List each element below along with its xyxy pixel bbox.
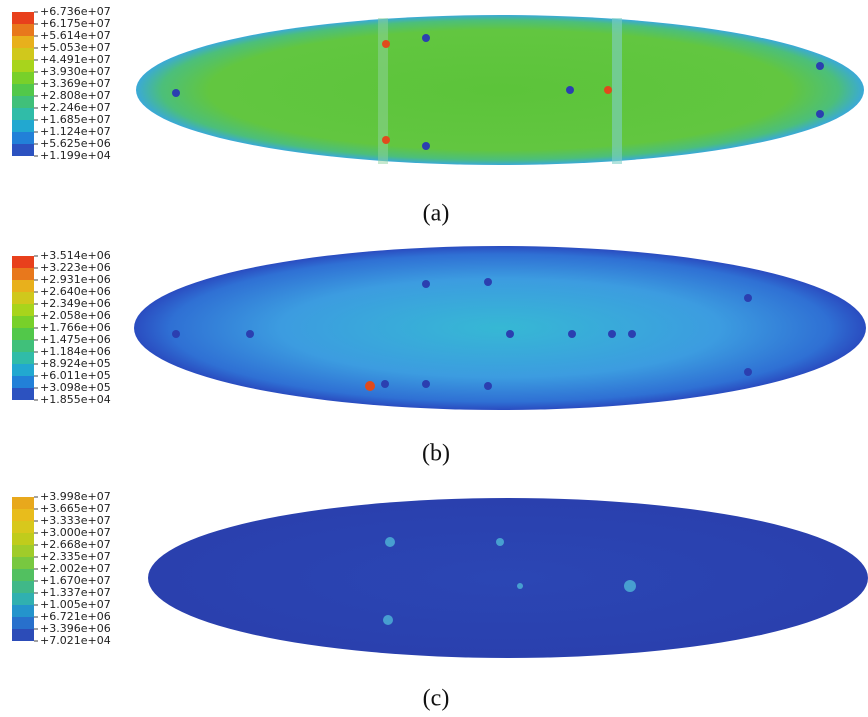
legend-swatch [12, 256, 34, 268]
legend-swatch [12, 12, 34, 24]
legend-swatch [12, 521, 34, 533]
contour-c [148, 498, 868, 658]
legend-swatch [12, 364, 34, 376]
legend-swatch [12, 60, 34, 72]
legend-swatch [12, 593, 34, 605]
legend-swatch [12, 96, 34, 108]
figure: +6.736e+07+6.175e+07+5.614e+07+5.053e+07… [0, 0, 868, 717]
caption: (c) [423, 686, 450, 712]
contour-a [136, 15, 864, 165]
legend-swatch [12, 340, 34, 352]
legend-label: +1.855e+04 [40, 393, 111, 406]
legend-swatch [12, 132, 34, 144]
legend-swatch [12, 605, 34, 617]
legend-swatch [12, 36, 34, 48]
legend-swatch [12, 108, 34, 120]
legend-swatch [12, 545, 34, 557]
legend-label: +1.199e+04 [40, 149, 111, 162]
legend-swatch [12, 144, 34, 156]
legend-swatch [12, 292, 34, 304]
legend-swatch [12, 629, 34, 641]
caption: (a) [423, 201, 450, 227]
caption: (b) [422, 441, 450, 467]
legend-swatch [12, 24, 34, 36]
legend-swatch [12, 569, 34, 581]
legend-swatch [12, 120, 34, 132]
contour-b [134, 246, 866, 410]
legend-swatch [12, 304, 34, 316]
legend-swatch [12, 533, 34, 545]
legend-swatch [12, 497, 34, 509]
legend-swatch [12, 509, 34, 521]
legend-swatch [12, 352, 34, 364]
legend-swatch [12, 328, 34, 340]
legend-swatch [12, 388, 34, 400]
legend-swatch [12, 280, 34, 292]
legend-swatch [12, 376, 34, 388]
legend-label: +7.021e+04 [40, 634, 111, 647]
legend-swatch [12, 84, 34, 96]
legend-swatch [12, 581, 34, 593]
legend-swatch [12, 72, 34, 84]
legend-swatch [12, 48, 34, 60]
legend-swatch [12, 268, 34, 280]
legend-swatch [12, 316, 34, 328]
legend-swatch [12, 617, 34, 629]
legend-swatch [12, 557, 34, 569]
